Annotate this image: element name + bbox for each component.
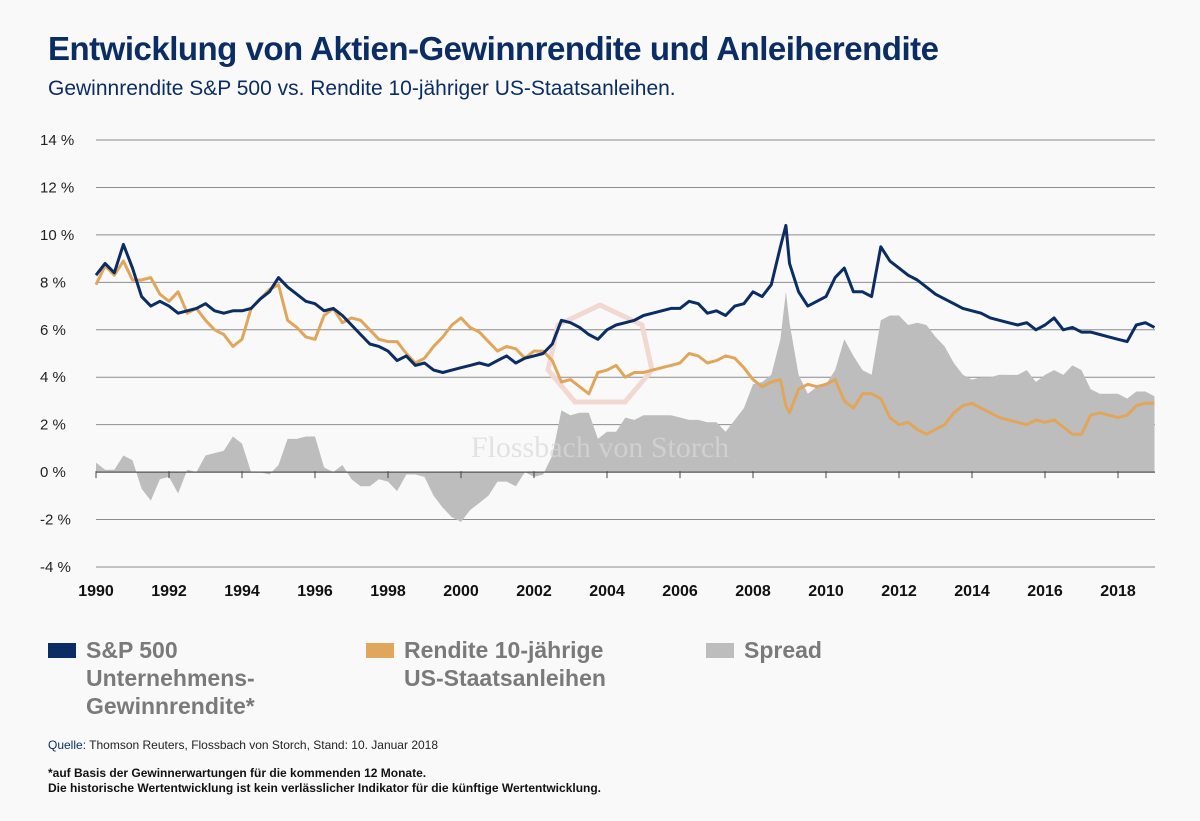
watermark-text: Flossbach von Storch [471, 431, 729, 464]
spread-area-group [96, 291, 1155, 522]
x-tick-label: 2018 [1100, 583, 1136, 600]
legend-swatch-bond [366, 643, 394, 658]
legend-label-sp500: S&P 500 Unternehmens- Gewinnrendite* [86, 637, 255, 719]
y-tick-label: -2 % [40, 512, 71, 529]
y-tick-label: -4 % [40, 559, 71, 576]
source-text: Thomson Reuters, Flossbach von Storch, S… [86, 738, 439, 752]
watermark: Flossbach von Storch [471, 302, 729, 464]
footnote-basis: *auf Basis der Gewinnerwartungen für die… [48, 766, 427, 780]
x-tick-label: 2000 [443, 583, 479, 600]
legend-label-spread: Spread [744, 637, 822, 663]
chart-subtitle: Gewinnrendite S&P 500 vs. Rendite 10-jäh… [48, 77, 676, 100]
series-lines [94, 223, 1156, 436]
x-axis-labels: 1990 1992 1994 1996 1998 2000 2002 2004 2006 2008… [78, 583, 1136, 600]
y-tick-label: 6 % [40, 322, 66, 339]
x-tick-label: 1990 [78, 583, 114, 600]
y-tick-label: 10 % [40, 227, 74, 244]
x-tick-label: 2006 [662, 583, 698, 600]
chart-title: Entwicklung von Aktien-Gewinnrendite und… [48, 30, 939, 67]
y-tick-label: 0 % [40, 464, 66, 481]
chart: 14 % 12 % 10 % 8 % 6 % 4 % 2 % 0 % -2 % -4 % Flos… [40, 132, 1156, 600]
legend-swatch-spread [706, 643, 734, 658]
x-tick-label: 2014 [954, 583, 990, 600]
x-tick-label: 1998 [370, 583, 406, 600]
sp500-earnings-yield-line [94, 223, 1156, 374]
x-tick-label: 1996 [297, 583, 333, 600]
y-axis-labels: 14 % 12 % 10 % 8 % 6 % 4 % 2 % 0 % -2 % -4 % [40, 132, 74, 576]
y-tick-label: 2 % [40, 417, 66, 434]
zero-axis [95, 471, 1155, 479]
y-tick-label: 8 % [40, 274, 66, 291]
x-tick-label: 1994 [224, 583, 260, 600]
x-tick-label: 2010 [808, 583, 844, 600]
y-tick-label: 12 % [40, 179, 74, 196]
footnote-disclaimer: Die historische Wertentwicklung ist kein… [48, 781, 602, 795]
y-tick-label: 4 % [40, 369, 66, 386]
legend-label-bond: Rendite 10-jährige US-Staatsanleihen [404, 637, 606, 691]
x-tick-label: 2002 [516, 583, 552, 600]
legend-swatch-sp500 [48, 643, 76, 658]
source-line: Quelle: Thomson Reuters, Flossbach von S… [48, 738, 438, 752]
footnotes: *auf Basis der Gewinnerwartungen für die… [48, 766, 601, 796]
spread-area [96, 291, 1155, 522]
x-tick-label: 2012 [881, 583, 917, 600]
y-tick-label: 14 % [40, 132, 74, 149]
gridlines [96, 139, 1155, 568]
x-tick-label: 2016 [1027, 583, 1063, 600]
x-tick-label: 1992 [151, 583, 187, 600]
x-tick-label: 2004 [589, 583, 625, 600]
x-tick-label: 2008 [735, 583, 771, 600]
source-prefix: Quelle: [48, 738, 87, 752]
